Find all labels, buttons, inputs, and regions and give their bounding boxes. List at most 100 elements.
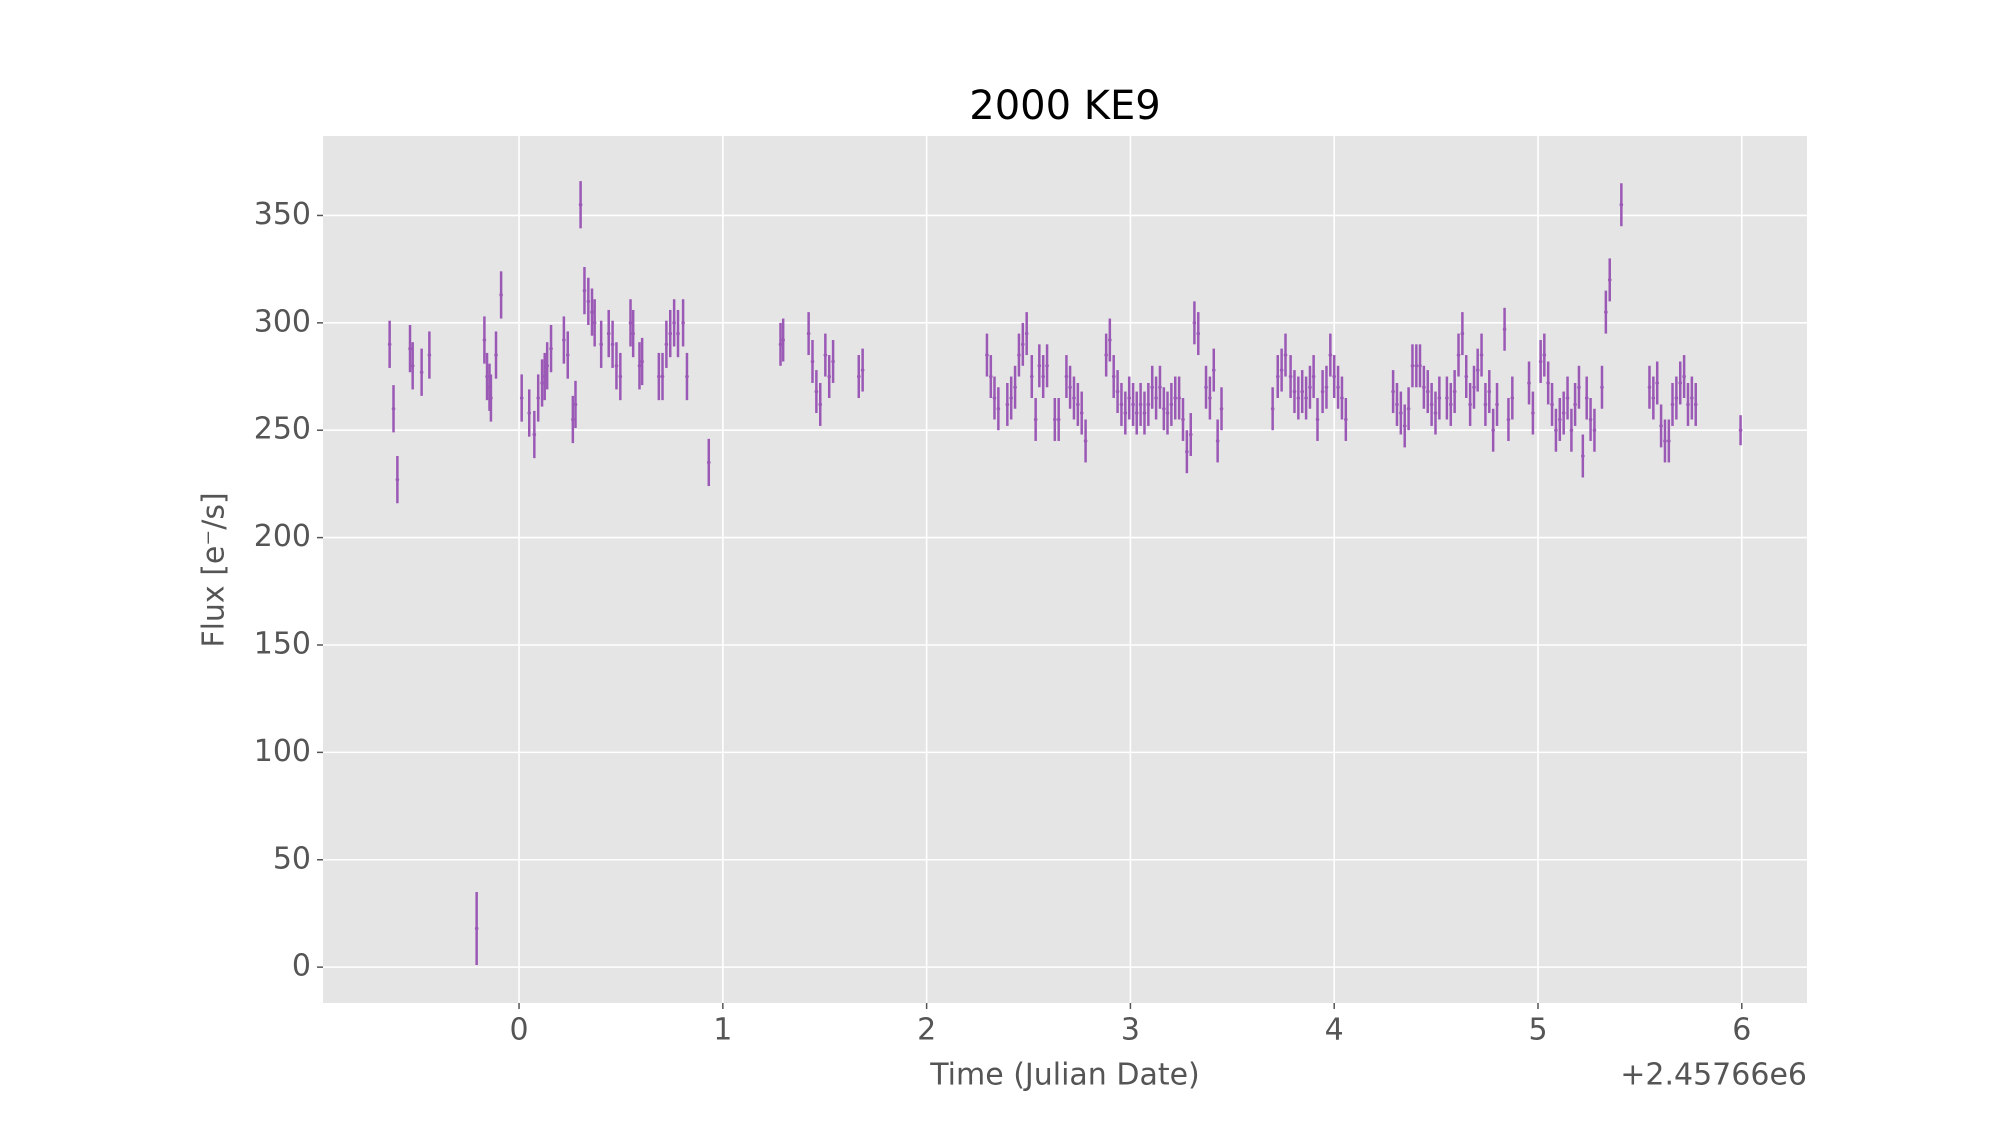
data-point — [1402, 424, 1407, 428]
data-point — [806, 331, 811, 336]
data-point — [562, 338, 566, 342]
data-point — [660, 374, 665, 379]
data-point — [1573, 402, 1577, 407]
data-point — [781, 338, 785, 342]
data-point — [540, 381, 544, 385]
data-point — [1328, 353, 1333, 357]
data-point — [1196, 331, 1201, 336]
y-tick-label: 200 — [254, 519, 311, 554]
data-point — [532, 432, 537, 437]
data-point — [1332, 374, 1337, 379]
data-point — [592, 321, 597, 325]
data-point — [1296, 396, 1301, 400]
data-point — [1554, 428, 1558, 433]
data-point — [1678, 381, 1683, 385]
data-point — [573, 402, 578, 407]
data-point — [1550, 402, 1554, 407]
data-point — [1064, 374, 1069, 379]
data-point — [494, 353, 498, 357]
data-point — [1542, 353, 1547, 357]
data-point — [1311, 374, 1316, 379]
x-offset-label: +2.45766e6 — [1620, 1058, 1807, 1093]
data-point — [1510, 396, 1515, 400]
data-point — [685, 374, 689, 379]
data-point — [1169, 402, 1174, 407]
data-point — [1204, 385, 1208, 390]
x-tick-label: 3 — [1121, 1013, 1140, 1048]
data-point — [1053, 417, 1057, 422]
data-point — [387, 342, 392, 347]
data-point — [1395, 402, 1399, 407]
data-point — [1111, 374, 1116, 379]
data-point — [571, 417, 575, 422]
data-point — [1592, 428, 1597, 433]
data-point — [1336, 385, 1340, 390]
data-point — [1546, 381, 1550, 385]
data-point — [1483, 402, 1488, 407]
data-point — [1288, 374, 1293, 379]
data-point — [989, 374, 993, 379]
data-point — [519, 396, 524, 400]
data-point — [1414, 363, 1419, 368]
y-tick-label: 50 — [273, 841, 311, 876]
data-point — [1005, 402, 1010, 407]
data-point — [536, 396, 541, 400]
data-point — [1009, 396, 1013, 400]
data-point — [1021, 342, 1025, 347]
data-point — [668, 331, 673, 336]
data-point — [1158, 385, 1162, 390]
data-point — [1013, 385, 1017, 390]
data-point — [823, 353, 828, 357]
x-tick-label: 1 — [713, 1013, 732, 1048]
data-point — [1324, 385, 1329, 390]
data-point — [1154, 396, 1158, 400]
data-point — [1693, 402, 1698, 407]
data-point — [1561, 411, 1566, 415]
data-point — [1670, 402, 1675, 407]
data-point — [1655, 381, 1660, 385]
data-point — [1686, 402, 1690, 407]
data-point — [1452, 389, 1457, 394]
data-point — [1017, 353, 1021, 357]
data-point — [1115, 389, 1120, 394]
data-point — [1663, 439, 1667, 443]
data-point — [1150, 385, 1155, 390]
data-point — [1045, 363, 1049, 368]
x-tick-label: 0 — [509, 1013, 528, 1048]
data-point — [586, 299, 591, 304]
data-point — [1418, 363, 1422, 368]
data-point — [1283, 353, 1288, 357]
data-point — [664, 342, 669, 347]
data-point — [827, 374, 832, 379]
data-point — [549, 346, 553, 351]
data-point — [1448, 402, 1453, 407]
data-point — [1410, 363, 1415, 368]
data-point — [1445, 396, 1449, 400]
data-point — [578, 202, 583, 207]
data-point — [582, 288, 587, 293]
data-point — [489, 396, 493, 400]
data-point — [1565, 396, 1570, 400]
data-point — [1604, 310, 1608, 314]
data-point — [1068, 385, 1072, 390]
data-point — [1674, 396, 1679, 400]
data-point — [474, 926, 479, 931]
chart-title: 2000 KE9 — [969, 83, 1160, 129]
data-point — [1659, 424, 1663, 428]
data-point — [1690, 396, 1694, 400]
data-point — [676, 331, 680, 336]
data-point — [1215, 439, 1220, 443]
data-point — [1667, 439, 1671, 443]
data-point — [1119, 402, 1124, 407]
plot-area — [323, 136, 1807, 1003]
y-tick-label: 300 — [254, 304, 311, 339]
data-point — [1460, 331, 1465, 336]
data-point — [1491, 428, 1495, 433]
data-point — [1275, 374, 1280, 379]
data-point — [545, 363, 549, 368]
data-point — [1558, 417, 1562, 422]
data-point — [1292, 389, 1297, 394]
data-point — [1391, 389, 1395, 394]
data-point — [1531, 411, 1535, 415]
data-point — [1185, 449, 1189, 454]
